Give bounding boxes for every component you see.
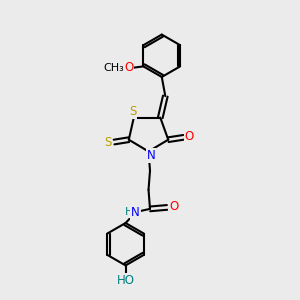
Text: CH₃: CH₃: [103, 63, 124, 73]
Text: O: O: [124, 61, 133, 74]
Text: O: O: [185, 130, 194, 143]
Text: O: O: [169, 200, 178, 213]
Text: N: N: [146, 149, 155, 162]
Text: methoxy: methoxy: [125, 67, 131, 68]
Text: N: N: [131, 206, 140, 219]
Text: HO: HO: [117, 274, 135, 287]
Text: S: S: [104, 136, 111, 149]
Text: S: S: [129, 105, 136, 118]
Text: methoxy: methoxy: [113, 67, 119, 68]
Text: H: H: [124, 207, 133, 217]
